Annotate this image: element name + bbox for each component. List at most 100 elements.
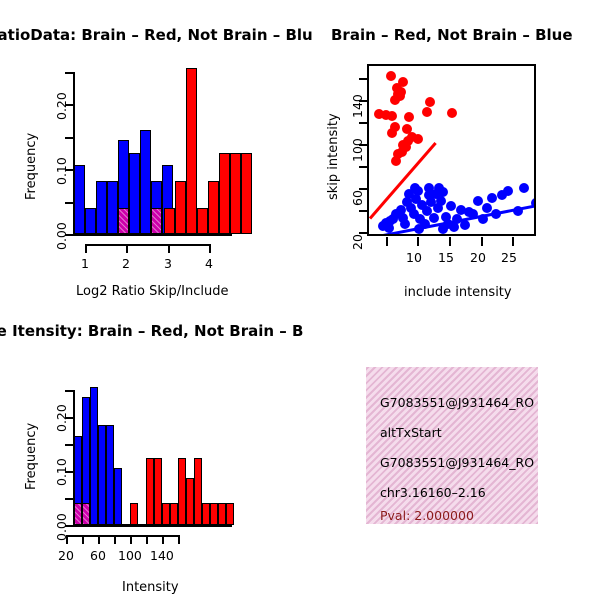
scatter-point [487,193,497,203]
ratio-y-tick [65,104,74,107]
intensity-y-tick [65,444,74,447]
scatter-point [468,209,478,219]
ratio-x-ticklabel: 1 [81,256,89,271]
ratio-x-tick [126,244,128,253]
scatter-point [436,196,446,206]
scatter-point [433,203,443,213]
scatter-point [400,219,410,229]
histogram-bar [96,181,107,234]
intensity-x-ticklabel: 140 [150,548,174,563]
scatter-point [425,97,435,107]
scatter-point [381,110,391,120]
scatter-y-tick [359,210,368,213]
scatter-point [401,142,411,152]
histogram-bar [197,208,208,234]
histogram-bar [219,153,230,234]
scatter-point [398,77,408,87]
scatter-point [396,87,406,97]
histogram-bar [170,503,178,525]
scatter-point [441,212,451,222]
intensity-x-tick [146,535,148,544]
scatter-point [391,156,401,166]
histogram-bar [218,503,226,525]
ratio-histogram-bars [0,0,300,300]
scatter-y-tick [359,144,368,147]
scatter-ylabel: skip intensity [326,113,341,200]
scatter-y-tick [359,166,368,169]
scatter-x-tick [417,237,419,246]
info-line-gene-id-2: G7083551@J931464_RO [380,455,535,470]
intensity-y-tick [65,417,74,420]
scatter-point [478,214,488,224]
histogram-bar [146,458,154,525]
scatter-point [422,206,432,216]
scatter-x-tick [386,237,388,246]
scatter-point [447,108,457,118]
histogram-bar [186,478,194,525]
scatter-point [384,223,394,233]
histogram-bar [140,130,151,234]
scatter-point [404,112,414,122]
ratio-x-ticklabel: 4 [205,256,213,271]
scatter-point [411,194,421,204]
scatter-point [446,201,456,211]
scatter-point [438,224,448,234]
scatter-y-ticklabel: 100 [350,138,365,162]
scatter-point [431,189,441,199]
scatter-point [403,136,413,146]
ratio-histogram-xlabel: Log2 Ratio Skip/Include [76,284,229,299]
histogram-bar [107,181,118,234]
scatter-point [402,124,412,134]
ratio-x-ticklabel: 2 [122,256,130,271]
scatter-point [422,107,432,117]
scatter-point [497,190,507,200]
scatter-title: Brain – Red, Not Brain – Blue [331,26,573,44]
scatter-point [503,186,513,196]
scatter-point [406,203,416,213]
scatter-point [387,128,397,138]
histogram-bar [226,503,234,525]
histogram-bar [175,181,186,234]
ratio-x-ticklabel: 3 [164,256,172,271]
intensity-x-ticklabel: 20 [58,548,74,563]
scatter-x-tick [449,237,451,246]
ratio-y-tick [65,202,74,205]
ratio-x-tick [85,244,87,253]
histogram-bar [208,181,219,234]
intensity-y-tick [65,471,74,474]
scatter-point [443,219,453,229]
histogram-bar [230,153,241,234]
intensity-baseline [73,524,232,527]
scatter-point [374,109,384,119]
scatter-point [531,198,534,208]
scatter-point [391,209,401,219]
scatter-point [449,222,459,232]
scatter-plot-area [367,64,536,236]
intensity-x-tick [98,535,100,544]
histogram-bar-overlap [74,503,82,525]
scatter-y-tick [359,78,368,81]
histogram-bar [154,458,162,525]
histogram-bar [130,503,138,525]
scatter-y-tick [359,188,368,191]
ratio-y-tick [65,169,74,172]
scatter-point [396,205,406,215]
histogram-bar [129,153,140,234]
histogram-bar [164,234,166,236]
intensity-x-tick [162,535,164,544]
ratio-x-tick [168,244,170,253]
info-line-pval: Pval: 2.000000 [380,508,474,523]
scatter-x-ticklabel: 20 [470,250,486,265]
histogram-bar [90,387,98,525]
ratio-y-tick [65,234,74,237]
ratio-x-tick [209,244,211,253]
scatter-point [410,183,420,193]
histogram-bar [186,68,197,234]
gene-info-box: G7083551@J931464_RO altTxStart G7083551@… [366,367,538,524]
scatter-point [513,206,523,216]
histogram-bar [85,208,96,234]
histogram-bar [98,425,106,525]
intensity-y-tick [65,498,74,501]
scatter-point [482,203,492,213]
